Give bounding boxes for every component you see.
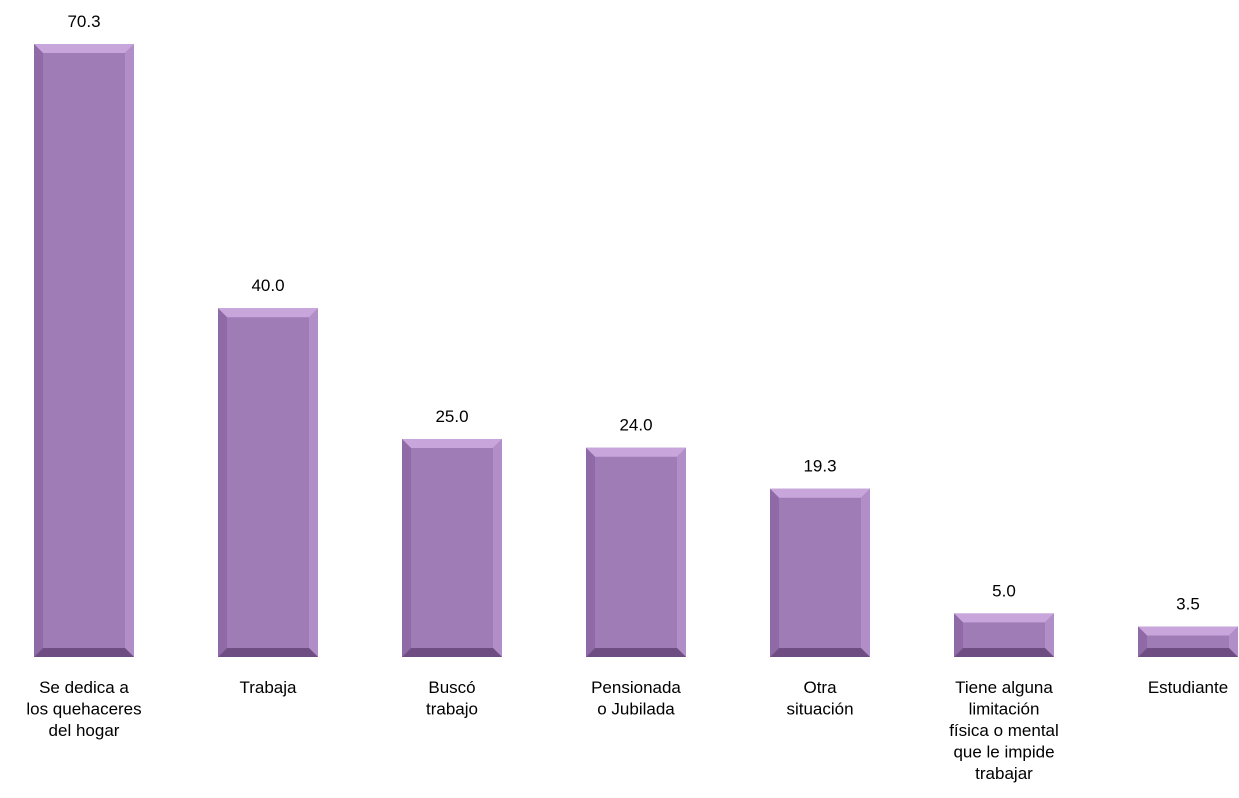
bar-bevel-top (218, 308, 318, 318)
bar (586, 447, 686, 657)
category-label-line: Otra (803, 678, 837, 697)
bar-bevel-bottom (402, 648, 502, 657)
bar-bevel-top (402, 439, 502, 449)
value-label: 5.0 (992, 581, 1016, 600)
category-label-line: trabajo (426, 700, 478, 719)
category-label-line: limitación (969, 700, 1040, 719)
bar-bevel-bottom (770, 648, 870, 657)
bar-bevel-bottom (1138, 648, 1238, 657)
bar-bevel-top (586, 447, 686, 457)
value-label: 40.0 (251, 276, 284, 295)
bar-bevel-top (770, 488, 870, 498)
value-label: 70.3 (67, 12, 100, 31)
bars-group (34, 44, 1238, 657)
bar-body (34, 44, 134, 657)
value-label: 3.5 (1176, 594, 1200, 613)
value-label: 25.0 (435, 407, 468, 426)
category-label-line: los quehaceres (26, 700, 141, 719)
category-label-line: que le impide (953, 743, 1054, 762)
category-label-line: Pensionada (591, 678, 681, 697)
bar-bevel-bottom (586, 648, 686, 657)
bar-body (402, 439, 502, 657)
category-label: Tiene alguna limitación física o mental que… (949, 678, 1059, 783)
bar (218, 308, 318, 657)
category-label: Buscó trabajo (426, 678, 478, 719)
category-label: Estudiante (1148, 678, 1228, 697)
bar-bevel-right (677, 447, 686, 657)
bar-body (586, 447, 686, 657)
category-label-line: Trabaja (239, 678, 297, 697)
bar-bevel-left (954, 613, 963, 657)
bar-bevel-left (1138, 626, 1147, 657)
category-labels-group: Se dedica a los quehaceres del hogar Trabaj… (26, 678, 1228, 783)
category-label-line: trabajar (975, 764, 1033, 783)
bar-bevel-left (770, 488, 779, 657)
category-label-line: Estudiante (1148, 678, 1228, 697)
category-label: Trabaja (239, 678, 297, 697)
bar-bevel-left (218, 308, 227, 657)
category-label-line: Buscó (428, 678, 475, 697)
category-label: Pensionada o Jubilada (591, 678, 681, 719)
value-label: 24.0 (619, 416, 652, 435)
category-label-line: o Jubilada (597, 700, 675, 719)
category-label-line: situación (786, 700, 853, 719)
bar (1138, 626, 1238, 657)
bar (954, 613, 1054, 657)
value-label: 19.3 (803, 457, 836, 476)
value-labels-group: 70.3 40.0 25.0 24.0 19.3 5.0 3.5 (67, 12, 1199, 613)
category-label-line: Se dedica a (39, 678, 129, 697)
category-label: Otra situación (786, 678, 853, 719)
bar-bevel-right (861, 488, 870, 657)
bar-bevel-top (954, 613, 1054, 623)
bar-bevel-right (1045, 613, 1054, 657)
bar-bevel-right (125, 44, 134, 657)
category-label: Se dedica a los quehaceres del hogar (26, 678, 141, 740)
bar-bevel-right (309, 308, 318, 657)
bar-bevel-bottom (34, 648, 134, 657)
bar-bevel-top (34, 44, 134, 53)
bar-bevel-right (493, 439, 502, 657)
bar-body (770, 488, 870, 657)
bar-bevel-top (1138, 626, 1238, 636)
bar-bevel-left (586, 447, 595, 657)
category-label-line: del hogar (49, 721, 120, 740)
bar (34, 44, 134, 657)
bar (402, 439, 502, 657)
bar-bevel-left (34, 44, 43, 657)
category-label-line: Tiene alguna (955, 678, 1053, 697)
bar-bevel-bottom (954, 648, 1054, 657)
bar-bevel-left (402, 439, 411, 657)
bar-body (218, 308, 318, 657)
category-label-line: física o mental (949, 721, 1059, 740)
bar (770, 488, 870, 657)
bar-bevel-right (1229, 626, 1238, 657)
bar-bevel-bottom (218, 648, 318, 657)
